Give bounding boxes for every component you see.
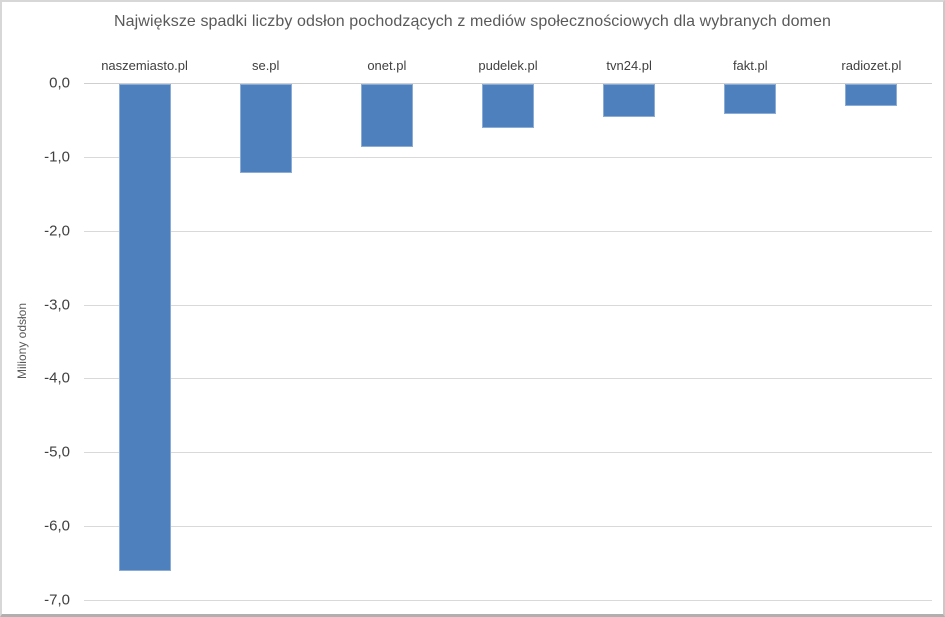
category-label: radiozet.pl — [841, 58, 902, 73]
bar-se.pl — [239, 84, 292, 173]
y-tick-label: -5,0 — [44, 443, 70, 461]
gridline — [84, 230, 932, 232]
x-axis-zero-line — [84, 83, 932, 84]
y-tick-label: -4,0 — [44, 369, 70, 387]
bar-tvn24.pl — [603, 84, 656, 118]
y-tick-label: -3,0 — [44, 296, 70, 314]
bar-radiozet.pl — [845, 84, 898, 107]
bar-fakt.pl — [724, 84, 777, 114]
category-label: fakt.pl — [732, 58, 768, 73]
y-tick-label: 0,0 — [49, 74, 70, 92]
gridline — [84, 452, 932, 454]
gridline — [84, 526, 932, 528]
gridline — [84, 600, 932, 601]
gridline — [84, 378, 932, 380]
category-label: se.pl — [251, 58, 280, 73]
y-tick-label: -6,0 — [44, 517, 70, 535]
bar-naszemiasto.pl — [118, 84, 171, 572]
bar-onet.pl — [360, 84, 413, 147]
category-label: naszemiasto.pl — [101, 58, 188, 73]
chart-title: Największe spadki liczby odsłon pochodzą… — [114, 13, 831, 30]
y-tick-label: -7,0 — [44, 591, 70, 609]
y-axis-title: Miliony odsłon — [15, 302, 29, 380]
category-label: tvn24.pl — [606, 58, 652, 73]
category-label: pudelek.pl — [478, 58, 538, 73]
y-tick-label: -2,0 — [44, 222, 70, 240]
bar-pudelek.pl — [482, 84, 534, 129]
gridline — [84, 156, 932, 158]
gridline — [84, 304, 932, 306]
y-tick-label: -1,0 — [44, 148, 70, 166]
category-label: onet.pl — [367, 58, 407, 73]
